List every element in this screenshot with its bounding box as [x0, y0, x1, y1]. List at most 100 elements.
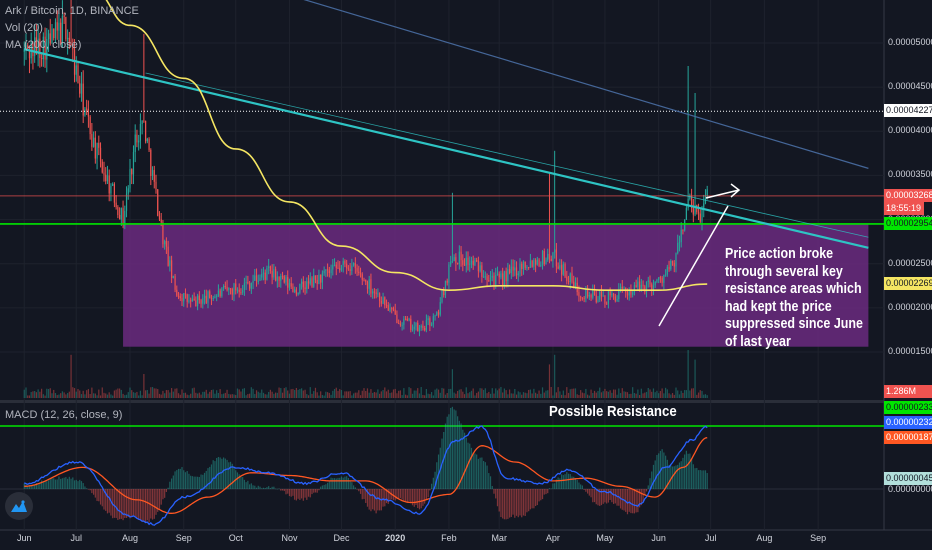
- macd-histogram-bar: [49, 479, 51, 489]
- volume-bar: [704, 394, 707, 398]
- candle-body: [404, 318, 407, 320]
- volume-bar: [72, 387, 74, 398]
- volume-bar: [368, 392, 370, 398]
- macd-histogram-bar: [162, 489, 164, 500]
- candle-body: [195, 300, 197, 307]
- macd-histogram-bar: [486, 465, 488, 489]
- macd-histogram-bar: [335, 478, 337, 489]
- candle-body: [110, 185, 112, 194]
- macd-histogram-bar: [394, 489, 396, 501]
- volume-bar: [465, 387, 467, 398]
- candle-body: [699, 213, 701, 222]
- candle-body: [344, 261, 346, 264]
- candle-body: [552, 252, 554, 262]
- macd-histogram-bar: [164, 489, 166, 498]
- candle-body: [44, 36, 46, 60]
- volume-bar: [450, 388, 452, 398]
- candle-body: [292, 286, 294, 293]
- candle-body: [680, 229, 682, 243]
- macd-histogram-bar: [670, 465, 672, 489]
- macd-histogram-bar: [574, 478, 577, 489]
- candle-body: [228, 288, 230, 290]
- candle-body: [415, 322, 417, 327]
- macd-histogram-bar: [75, 479, 77, 489]
- candle-body: [252, 280, 254, 283]
- candle-body: [406, 318, 408, 321]
- time-tick-label: 2020: [385, 533, 406, 543]
- volume-bar: [58, 394, 60, 398]
- candle-body: [476, 260, 478, 262]
- candle-body: [179, 296, 181, 299]
- candle-body: [214, 296, 216, 299]
- volume-bar: [96, 395, 98, 398]
- macd-histogram-bar: [181, 467, 183, 489]
- volume-bar: [37, 389, 39, 398]
- candle-body: [470, 260, 473, 264]
- macd-histogram-bar: [146, 489, 148, 521]
- macd-histogram-bar: [510, 489, 512, 517]
- candle-body: [233, 283, 235, 295]
- candle-body: [46, 38, 48, 60]
- symbol-legend[interactable]: Ark / Bitcoin, 1D, BINANCE: [5, 5, 139, 17]
- macd-histogram-bar: [495, 489, 497, 499]
- macd-histogram-bar: [207, 468, 209, 489]
- volume-bar: [157, 389, 159, 398]
- macd-histogram-bar: [425, 489, 428, 500]
- time-tick-label: Sep: [810, 533, 827, 543]
- macd-histogram-bar: [600, 489, 603, 506]
- volume-bar: [477, 391, 480, 398]
- volume-legend[interactable]: Vol (20): [5, 22, 43, 34]
- volume-bar: [443, 388, 445, 398]
- macd-histogram-bar: [633, 489, 636, 514]
- candle-body: [479, 265, 481, 272]
- volume-bar: [86, 390, 88, 398]
- volume-bar: [174, 388, 176, 398]
- macd-histogram-bar: [68, 476, 70, 489]
- volume-bar: [264, 394, 266, 398]
- volume-bar: [278, 387, 280, 398]
- macd-histogram-bar: [99, 489, 102, 505]
- volume-bar: [380, 391, 382, 398]
- macd-line: [24, 425, 708, 526]
- candle-body: [37, 38, 39, 55]
- volume-bar: [228, 393, 230, 398]
- time-tick-label: Apr: [545, 533, 560, 543]
- candle-body: [630, 289, 632, 295]
- macd-histogram-bar: [127, 489, 129, 518]
- volume-bar: [212, 389, 214, 398]
- volume-bar: [586, 394, 589, 398]
- candle-body: [352, 263, 355, 266]
- volume-bar: [99, 395, 102, 398]
- volume-bar: [470, 390, 473, 398]
- volume-bar: [668, 393, 670, 398]
- macd-histogram-bar: [132, 489, 135, 516]
- volume-bar: [217, 392, 220, 398]
- candle-body: [276, 276, 278, 281]
- macd-histogram-bar: [446, 416, 448, 489]
- volume-bar: [209, 391, 211, 398]
- volume-bar: [54, 393, 57, 398]
- macd-histogram-bar: [682, 457, 684, 489]
- volume-bar: [599, 387, 601, 398]
- macd-histogram-bar: [616, 489, 618, 506]
- volume-bar: [28, 395, 31, 398]
- volume-bar: [420, 387, 422, 398]
- volume-bar: [554, 354, 556, 398]
- volume-bar: [444, 394, 447, 398]
- ma-legend[interactable]: MA (200, close): [5, 39, 82, 51]
- macd-histogram-bar: [484, 462, 486, 489]
- candle-body: [484, 276, 486, 278]
- volume-bar: [663, 393, 665, 398]
- macd-histogram-bar: [337, 477, 339, 489]
- candle-body: [226, 286, 228, 290]
- macd-histogram-bar: [333, 478, 336, 489]
- macd-legend[interactable]: MACD (12, 26, close, 9): [5, 409, 123, 421]
- volume-bar: [276, 392, 278, 398]
- candle-body: [573, 281, 575, 288]
- macd-histogram-bar: [372, 489, 374, 510]
- candle-body: [186, 294, 188, 302]
- candle-body: [309, 278, 311, 284]
- tradingview-logo-icon[interactable]: [5, 492, 33, 520]
- macd-histogram-bar: [261, 488, 263, 489]
- macd-histogram-bar: [521, 489, 523, 518]
